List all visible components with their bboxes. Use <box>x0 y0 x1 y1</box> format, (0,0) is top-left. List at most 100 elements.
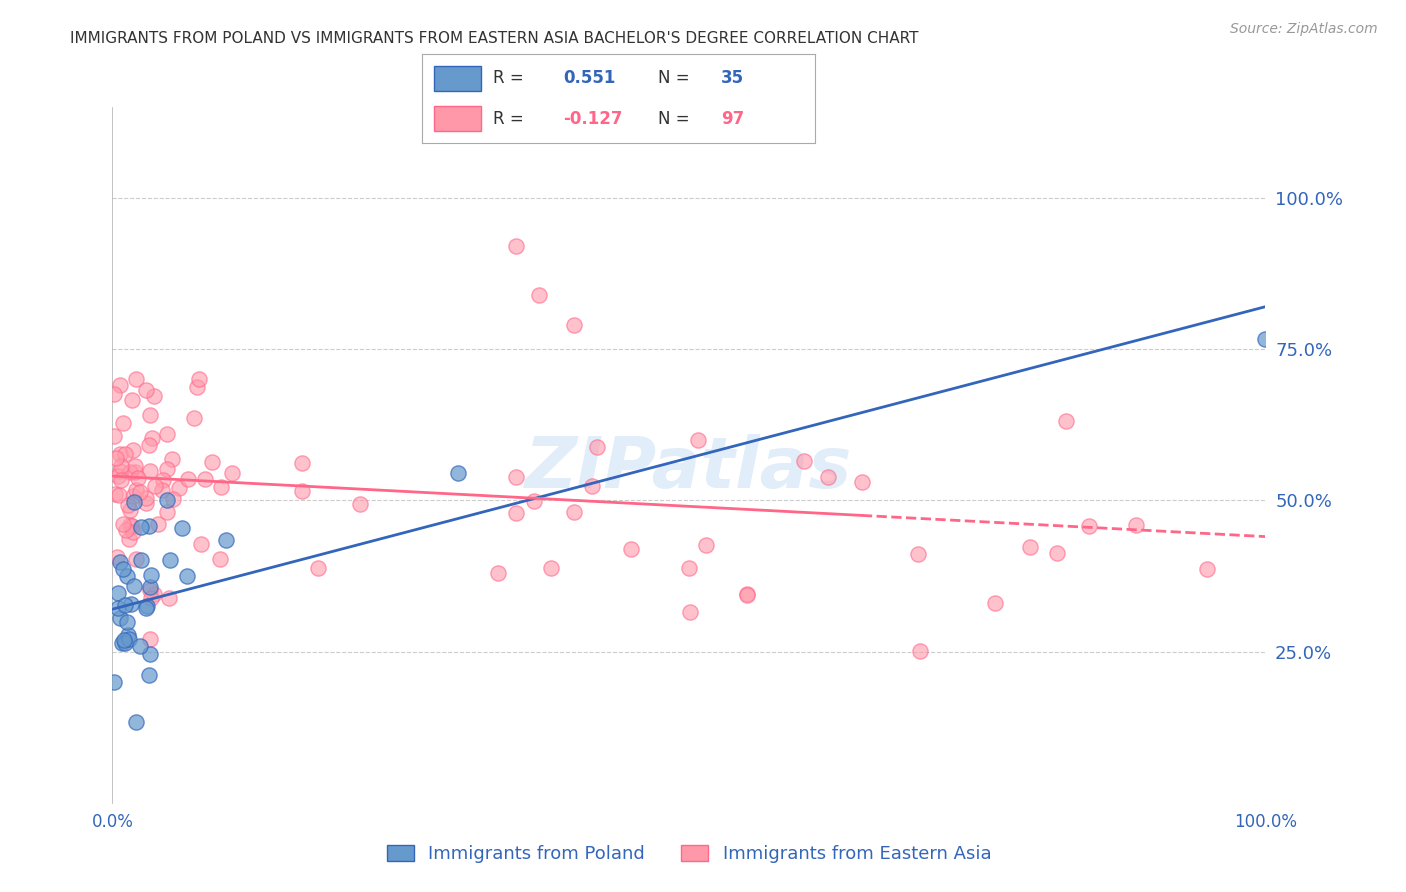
Point <box>186 380 208 394</box>
Point <box>138 667 160 681</box>
Point <box>117 498 139 512</box>
Point <box>1254 333 1277 347</box>
Point <box>107 601 129 615</box>
Point <box>121 393 143 408</box>
Point <box>177 472 200 486</box>
Point <box>129 485 152 500</box>
Point <box>103 674 125 689</box>
Point <box>138 438 160 452</box>
Point <box>160 451 183 466</box>
Point <box>201 455 224 469</box>
Point <box>111 562 134 576</box>
Text: N =: N = <box>658 70 689 87</box>
Point <box>851 475 873 489</box>
Point <box>115 524 138 538</box>
Point <box>156 504 179 518</box>
Point <box>157 591 180 606</box>
Point <box>135 496 157 510</box>
Point <box>112 517 135 532</box>
Point <box>162 491 184 506</box>
Point <box>124 458 146 473</box>
Point <box>152 474 174 488</box>
Point <box>128 639 150 653</box>
Point <box>131 553 153 567</box>
Point <box>107 468 129 483</box>
Point <box>124 579 146 593</box>
Point <box>208 551 231 566</box>
Point <box>129 520 152 534</box>
Point <box>349 497 371 511</box>
Point <box>187 372 209 386</box>
Point <box>156 462 179 476</box>
Text: Source: ZipAtlas.com: Source: ZipAtlas.com <box>1230 22 1378 37</box>
Point <box>678 561 700 575</box>
Point <box>103 486 125 500</box>
Point <box>291 456 314 470</box>
Point <box>678 605 700 619</box>
Point <box>1077 519 1099 533</box>
Point <box>143 478 166 492</box>
Point <box>735 586 758 600</box>
Point <box>141 431 163 445</box>
Point <box>194 472 217 486</box>
Point <box>152 483 174 497</box>
Point <box>505 470 527 484</box>
Point <box>540 561 562 575</box>
Point <box>114 447 136 461</box>
Point <box>120 465 142 479</box>
Point <box>139 408 162 422</box>
Text: -0.127: -0.127 <box>564 110 623 128</box>
Point <box>124 465 146 479</box>
Point <box>139 567 162 582</box>
Point <box>167 481 190 495</box>
Point <box>984 595 1007 609</box>
Point <box>209 480 232 494</box>
Point <box>1056 414 1078 428</box>
Text: 35: 35 <box>721 70 744 87</box>
Point <box>110 473 132 487</box>
Point <box>118 632 141 646</box>
Point <box>562 505 585 519</box>
Point <box>221 466 243 480</box>
Point <box>291 483 314 498</box>
Point <box>156 427 179 442</box>
Point <box>125 372 148 386</box>
Point <box>156 493 179 508</box>
Point <box>307 561 329 575</box>
Point <box>190 536 212 550</box>
Point <box>817 470 839 484</box>
Point <box>686 433 709 447</box>
Point <box>117 628 139 642</box>
Point <box>1125 517 1147 532</box>
Point <box>159 553 181 567</box>
Text: N =: N = <box>658 110 689 128</box>
Point <box>115 615 138 629</box>
Point <box>120 597 142 611</box>
Point <box>138 518 160 533</box>
Point <box>105 549 128 564</box>
Text: 97: 97 <box>721 110 744 128</box>
Point <box>118 503 141 517</box>
Point <box>121 519 143 533</box>
Point <box>138 464 160 478</box>
Text: ZIPatlas: ZIPatlas <box>526 434 852 503</box>
Point <box>486 566 509 581</box>
Text: R =: R = <box>492 110 523 128</box>
Point <box>562 318 585 332</box>
Point <box>146 517 169 532</box>
Point <box>110 459 132 474</box>
Point <box>183 411 205 425</box>
Point <box>121 489 143 503</box>
Point <box>127 471 149 485</box>
Point <box>1195 562 1218 576</box>
Point <box>1046 546 1069 560</box>
Point <box>139 582 162 597</box>
Point <box>505 506 527 520</box>
Point <box>135 491 157 506</box>
Text: 0.551: 0.551 <box>564 70 616 87</box>
Point <box>135 383 157 397</box>
Point <box>695 538 717 552</box>
Point <box>793 453 815 467</box>
Point <box>114 598 136 612</box>
Point <box>107 586 129 600</box>
